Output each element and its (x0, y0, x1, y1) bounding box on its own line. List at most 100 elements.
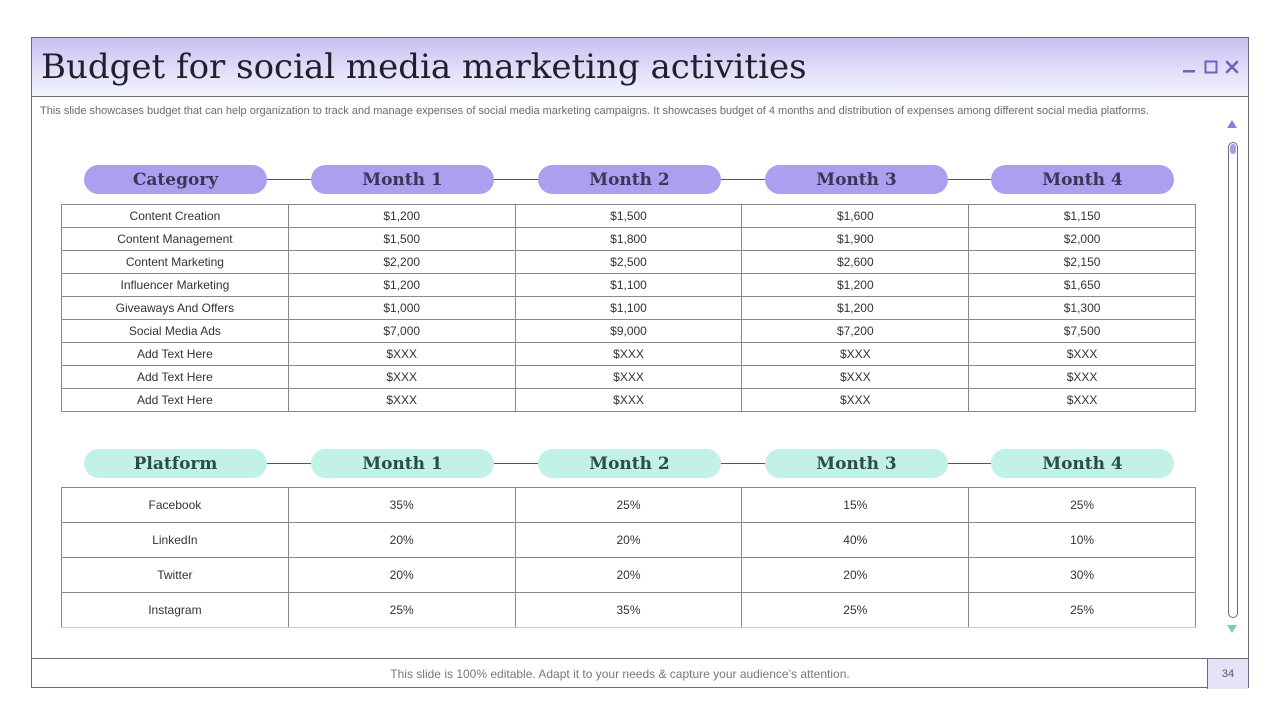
table-cell: 35% (287, 487, 516, 523)
table-cell: 25% (968, 487, 1196, 523)
table-row: LinkedIn 20% 20% 40% 10% (61, 522, 1196, 558)
table-row: Facebook 35% 25% 15% 25% (61, 487, 1196, 523)
platform-header-month-3: Month 3 (765, 449, 948, 478)
table-cell: 20% (287, 522, 516, 558)
table-cell: $1,200 (287, 204, 516, 228)
table-cell: 20% (514, 522, 743, 558)
platform-table: Facebook 35% 25% 15% 25% LinkedIn 20% 20… (61, 487, 1196, 628)
table-cell: $1,100 (514, 296, 743, 320)
budget-header-row: Category Month 1 Month 2 Month 3 Month 4 (84, 165, 1176, 194)
table-cell: Giveaways And Offers (61, 296, 289, 320)
minimize-icon[interactable] (1182, 60, 1196, 74)
table-row: Influencer Marketing $1,200 $1,100 $1,20… (61, 273, 1196, 297)
title-bar: Budget for social media marketing activi… (32, 38, 1248, 97)
budget-header-month-2: Month 2 (538, 165, 721, 194)
scroll-up-arrow-icon[interactable] (1227, 120, 1237, 128)
table-cell[interactable]: Add Text Here (61, 342, 289, 366)
table-cell: $1,150 (968, 204, 1196, 228)
table-cell: $1,600 (741, 204, 970, 228)
table-cell[interactable]: Add Text Here (61, 365, 289, 389)
table-cell[interactable]: $XXX (287, 388, 516, 412)
budget-header-month-3: Month 3 (765, 165, 948, 194)
table-cell: $1,200 (741, 273, 970, 297)
slide-description: This slide showcases budget that can hel… (40, 105, 1149, 117)
table-cell: $1,300 (968, 296, 1196, 320)
table-cell[interactable]: Add Text Here (61, 388, 289, 412)
table-cell: Facebook (61, 487, 289, 523)
table-row: Content Marketing $2,200 $2,500 $2,600 $… (61, 250, 1196, 274)
platform-header-month-2: Month 2 (538, 449, 721, 478)
footer-bar: This slide is 100% editable. Adapt it to… (32, 658, 1248, 689)
table-cell: $9,000 (514, 319, 743, 343)
table-cell: 20% (514, 557, 743, 593)
table-cell: 25% (968, 592, 1196, 628)
table-cell: 25% (287, 592, 516, 628)
table-cell: $1,800 (514, 227, 743, 251)
platform-header-month-4: Month 4 (991, 449, 1174, 478)
page-title: Budget for social media marketing activi… (41, 47, 807, 87)
table-cell: $1,900 (741, 227, 970, 251)
table-cell[interactable]: $XXX (514, 342, 743, 366)
maximize-icon[interactable] (1204, 60, 1218, 74)
table-cell: $1,000 (287, 296, 516, 320)
table-cell: $7,500 (968, 319, 1196, 343)
table-cell[interactable]: $XXX (741, 342, 970, 366)
table-cell: $2,600 (741, 250, 970, 274)
table-cell[interactable]: $XXX (968, 365, 1196, 389)
table-cell[interactable]: $XXX (741, 365, 970, 389)
table-cell[interactable]: $XXX (741, 388, 970, 412)
table-row: Add Text Here $XXX $XXX $XXX $XXX (61, 365, 1196, 389)
scrollbar-thumb[interactable] (1230, 144, 1236, 154)
table-cell: 40% (741, 522, 970, 558)
table-cell: Content Management (61, 227, 289, 251)
table-cell: $7,000 (287, 319, 516, 343)
vertical-scrollbar[interactable] (1228, 142, 1238, 618)
table-cell: 25% (741, 592, 970, 628)
table-cell[interactable]: $XXX (968, 388, 1196, 412)
table-row: Giveaways And Offers $1,000 $1,100 $1,20… (61, 296, 1196, 320)
table-cell: 25% (514, 487, 743, 523)
table-cell: $2,200 (287, 250, 516, 274)
table-cell[interactable]: $XXX (287, 365, 516, 389)
table-cell: 10% (968, 522, 1196, 558)
platform-header-month-1: Month 1 (311, 449, 494, 478)
table-cell: $1,500 (287, 227, 516, 251)
table-cell: $1,500 (514, 204, 743, 228)
table-cell: $1,200 (741, 296, 970, 320)
table-cell[interactable]: $XXX (514, 365, 743, 389)
slide-window: Budget for social media marketing activi… (31, 37, 1249, 689)
table-row: Social Media Ads $7,000 $9,000 $7,200 $7… (61, 319, 1196, 343)
table-cell[interactable]: $XXX (287, 342, 516, 366)
table-row: Instagram 25% 35% 25% 25% (61, 592, 1196, 628)
table-cell: 30% (968, 557, 1196, 593)
table-cell: 15% (741, 487, 970, 523)
budget-table: Content Creation $1,200 $1,500 $1,600 $1… (61, 204, 1196, 412)
budget-header-month-4: Month 4 (991, 165, 1174, 194)
table-cell: Content Marketing (61, 250, 289, 274)
table-cell: $2,150 (968, 250, 1196, 274)
table-cell: $2,000 (968, 227, 1196, 251)
table-row: Add Text Here $XXX $XXX $XXX $XXX (61, 388, 1196, 412)
table-cell: Twitter (61, 557, 289, 593)
table-cell: $7,200 (741, 319, 970, 343)
budget-header-month-1: Month 1 (311, 165, 494, 194)
scroll-down-arrow-icon[interactable] (1227, 625, 1237, 633)
table-row: Twitter 20% 20% 20% 30% (61, 557, 1196, 593)
table-cell[interactable]: $XXX (514, 388, 743, 412)
platform-header-platform: Platform (84, 449, 267, 478)
table-cell: Instagram (61, 592, 289, 628)
table-cell: $1,100 (514, 273, 743, 297)
close-icon[interactable] (1225, 60, 1239, 74)
table-row: Content Creation $1,200 $1,500 $1,600 $1… (61, 204, 1196, 228)
table-row: Content Management $1,500 $1,800 $1,900 … (61, 227, 1196, 251)
table-cell: LinkedIn (61, 522, 289, 558)
table-cell: 20% (287, 557, 516, 593)
table-cell: $1,650 (968, 273, 1196, 297)
table-cell[interactable]: $XXX (968, 342, 1196, 366)
platform-header-row: Platform Month 1 Month 2 Month 3 Month 4 (84, 449, 1176, 478)
budget-header-category: Category (84, 165, 267, 194)
table-cell: $2,500 (514, 250, 743, 274)
page-number: 34 (1207, 659, 1248, 689)
footer-text: This slide is 100% editable. Adapt it to… (390, 667, 850, 681)
table-cell: Influencer Marketing (61, 273, 289, 297)
